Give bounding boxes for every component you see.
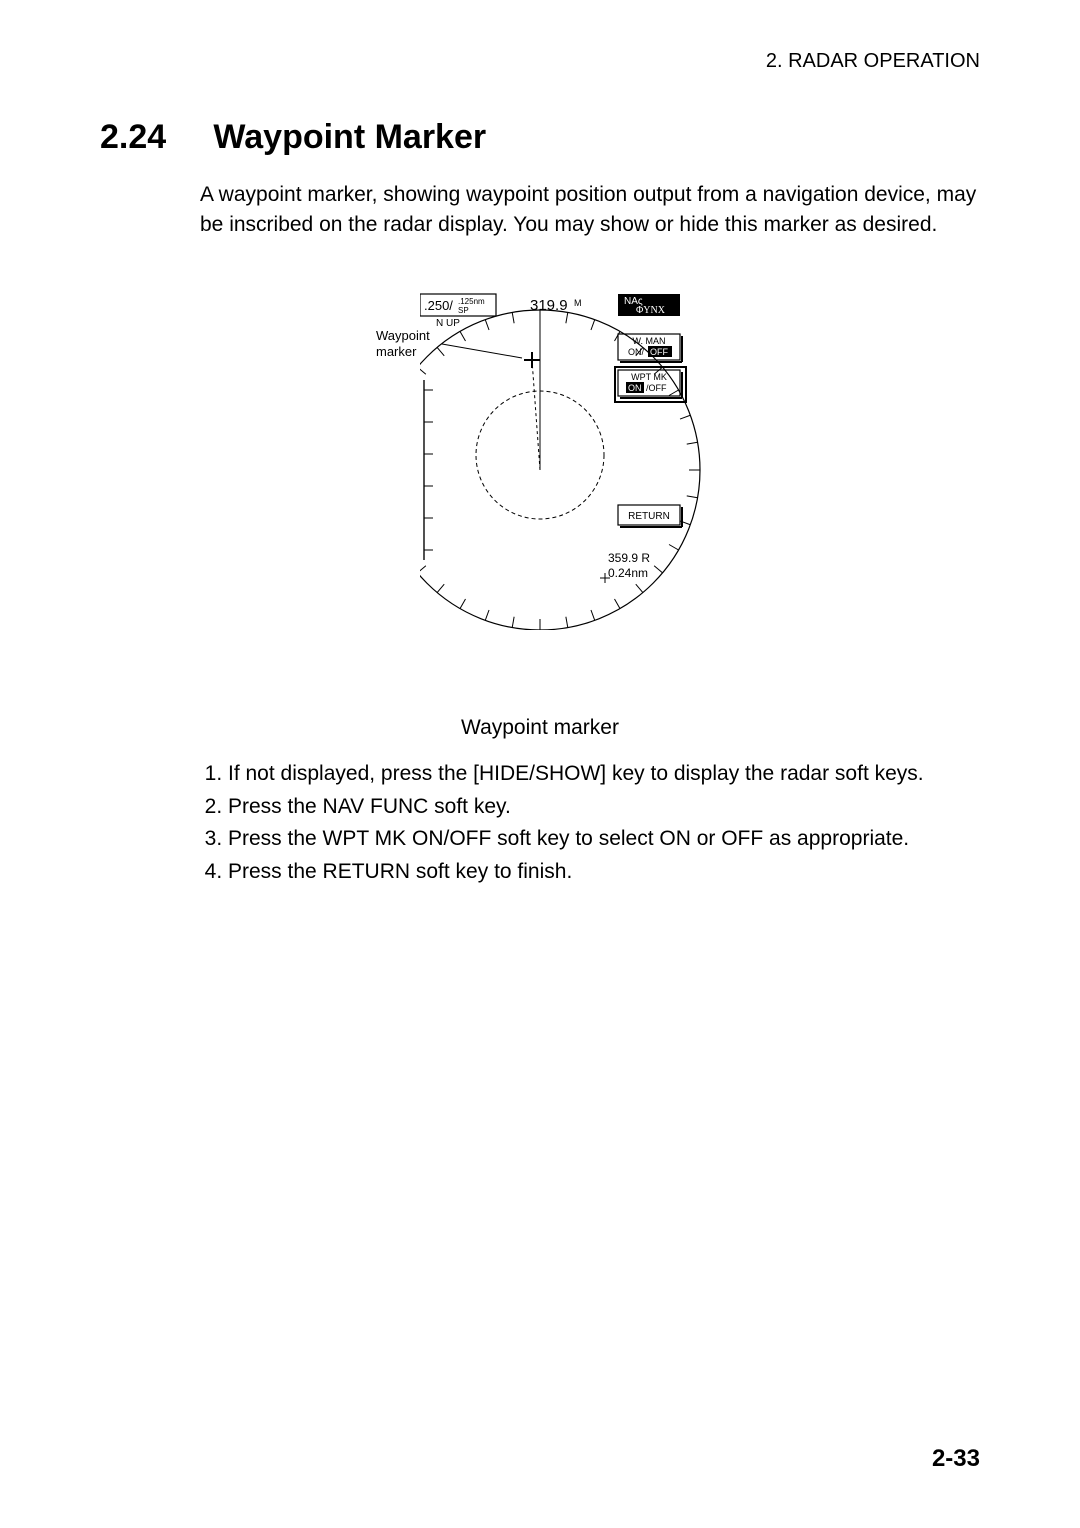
svg-text:W. MAN: W. MAN (633, 336, 666, 346)
step-item: Press the WPT MK ON/OFF soft key to sele… (228, 823, 980, 856)
intro-paragraph: A waypoint marker, showing waypoint posi… (200, 180, 980, 241)
svg-text:359.9 R: 359.9 R (608, 551, 650, 565)
section-title: 2.24 Waypoint Marker (100, 118, 486, 157)
step-item: Press the RETURN soft key to finish. (228, 856, 980, 889)
section-heading: Waypoint Marker (213, 118, 486, 156)
svg-text:ON: ON (628, 383, 642, 393)
svg-text:ΦYNX: ΦYNX (636, 305, 666, 316)
page-number: 2-33 (932, 1445, 980, 1473)
svg-text:.250/: .250/ (424, 298, 453, 313)
svg-text:0.24nm: 0.24nm (608, 566, 648, 580)
step-item: If not displayed, press the [HIDE/SHOW] … (228, 758, 980, 791)
svg-text:RETURN: RETURN (628, 511, 670, 522)
step-item: Press the NAV FUNC soft key. (228, 791, 980, 824)
document-page: 2. RADAR OPERATION 2.24 Waypoint Marker … (0, 0, 1080, 1528)
svg-text:N UP: N UP (436, 318, 460, 329)
step-list: If not displayed, press the [HIDE/SHOW] … (200, 758, 980, 888)
section-number: 2.24 (100, 118, 166, 156)
svg-text:/OFF: /OFF (646, 383, 667, 393)
svg-text:Waypoint: Waypoint (376, 328, 430, 343)
page-header: 2. RADAR OPERATION (766, 50, 980, 73)
svg-text:marker: marker (376, 344, 417, 359)
svg-text:SP: SP (458, 306, 469, 315)
waypoint-figure: .250/.125nmSPN UP319.9MNAςΦYNXW. MANON/O… (370, 290, 710, 630)
svg-text:OFF: OFF (650, 347, 668, 357)
figure-caption: Waypoint marker (0, 716, 1080, 740)
svg-text:WPT MK: WPT MK (631, 372, 667, 382)
svg-text:M: M (574, 298, 582, 308)
svg-text:.125nm: .125nm (458, 297, 485, 306)
